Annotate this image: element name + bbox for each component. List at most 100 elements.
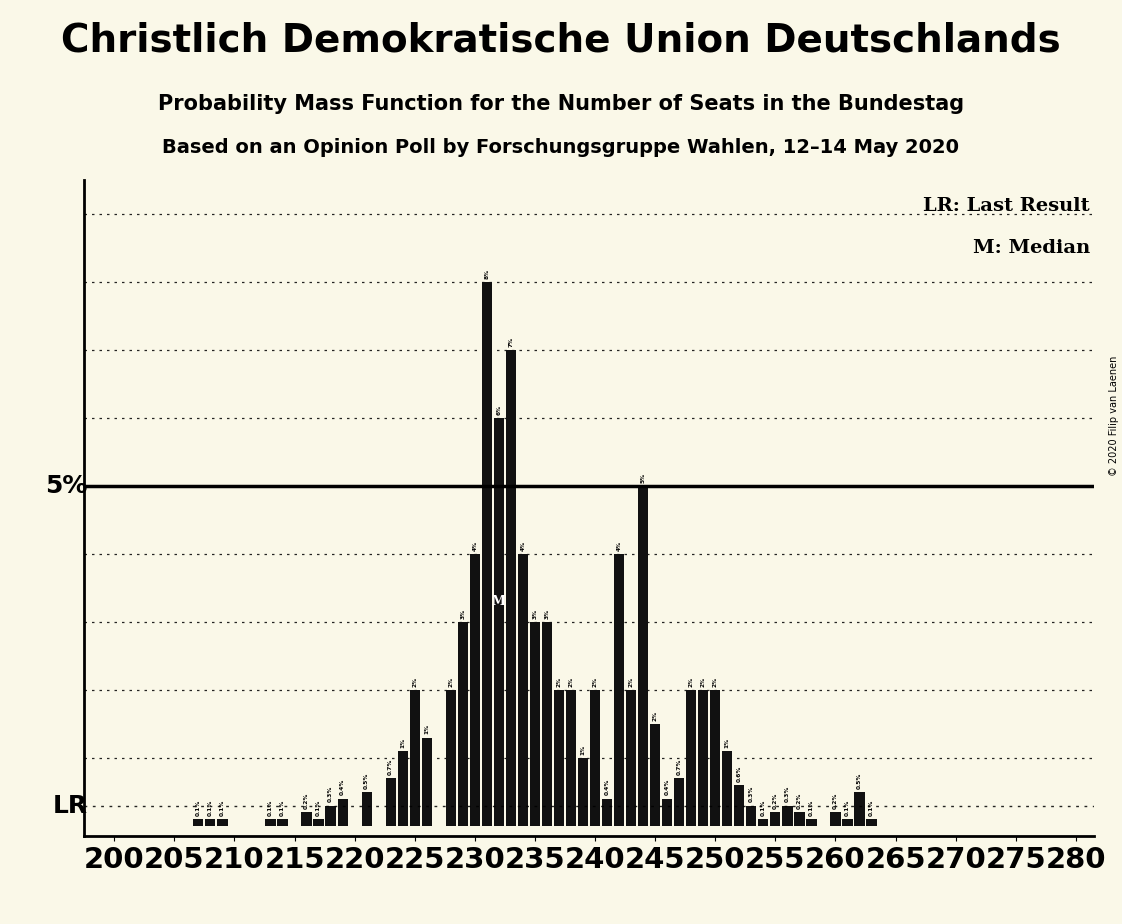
- Text: 2%: 2%: [449, 676, 453, 687]
- Bar: [458, 622, 468, 826]
- Text: M: Median: M: Median: [973, 239, 1089, 257]
- Text: Christlich Demokratische Union Deutschlands: Christlich Demokratische Union Deutschla…: [61, 21, 1061, 59]
- Bar: [614, 554, 624, 826]
- Text: 1%: 1%: [424, 724, 430, 735]
- Text: 0.1%: 0.1%: [870, 799, 874, 816]
- Text: 7%: 7%: [508, 336, 514, 346]
- Text: 0.1%: 0.1%: [761, 799, 766, 816]
- Text: 5%: 5%: [45, 474, 88, 498]
- Text: 6%: 6%: [496, 405, 502, 415]
- Text: 5%: 5%: [641, 472, 645, 482]
- Text: 2%: 2%: [712, 676, 718, 687]
- Bar: [794, 812, 804, 826]
- Text: 0.1%: 0.1%: [316, 799, 321, 816]
- Bar: [302, 812, 312, 826]
- Bar: [866, 820, 876, 826]
- Text: 4%: 4%: [472, 541, 477, 551]
- Text: 0.1%: 0.1%: [196, 799, 201, 816]
- Bar: [807, 820, 817, 826]
- Bar: [698, 690, 708, 826]
- Text: 4%: 4%: [521, 541, 525, 551]
- Bar: [338, 799, 348, 826]
- Bar: [638, 486, 649, 826]
- Bar: [710, 690, 720, 826]
- Text: 3%: 3%: [544, 609, 550, 619]
- Text: 2%: 2%: [557, 676, 561, 687]
- Bar: [650, 724, 660, 826]
- Bar: [855, 792, 865, 826]
- Bar: [313, 820, 323, 826]
- Text: 0.3%: 0.3%: [748, 785, 754, 802]
- Bar: [445, 690, 456, 826]
- Bar: [386, 778, 396, 826]
- Bar: [422, 737, 432, 826]
- Bar: [218, 820, 228, 826]
- Bar: [565, 690, 576, 826]
- Bar: [830, 812, 840, 826]
- Bar: [662, 799, 672, 826]
- Text: 0.4%: 0.4%: [664, 779, 670, 796]
- Text: 1%: 1%: [725, 737, 729, 748]
- Text: 0.3%: 0.3%: [328, 785, 333, 802]
- Bar: [530, 622, 540, 826]
- Bar: [590, 690, 600, 826]
- Bar: [266, 820, 276, 826]
- Bar: [723, 751, 733, 826]
- Bar: [205, 820, 215, 826]
- Text: 0.7%: 0.7%: [677, 759, 682, 775]
- Text: 0.1%: 0.1%: [280, 799, 285, 816]
- Text: 1%: 1%: [401, 737, 405, 748]
- Text: 0.2%: 0.2%: [773, 793, 778, 809]
- Text: 0.1%: 0.1%: [845, 799, 850, 816]
- Text: 0.1%: 0.1%: [268, 799, 273, 816]
- Text: 0.4%: 0.4%: [605, 779, 609, 796]
- Bar: [843, 820, 853, 826]
- Text: M: M: [493, 595, 506, 608]
- Text: 0.7%: 0.7%: [388, 759, 393, 775]
- Bar: [603, 799, 613, 826]
- Text: 3%: 3%: [533, 609, 537, 619]
- Bar: [470, 554, 480, 826]
- Text: 1%: 1%: [580, 745, 586, 755]
- Text: 0.1%: 0.1%: [809, 799, 813, 816]
- Bar: [578, 758, 588, 826]
- Text: LR: LR: [53, 794, 88, 818]
- Bar: [554, 690, 564, 826]
- Text: 2%: 2%: [653, 711, 657, 721]
- Text: 0.6%: 0.6%: [737, 765, 742, 782]
- Bar: [771, 812, 781, 826]
- Text: 0.2%: 0.2%: [797, 793, 802, 809]
- Text: 8%: 8%: [485, 269, 489, 279]
- Text: 0.2%: 0.2%: [304, 793, 309, 809]
- Text: 2%: 2%: [689, 676, 693, 687]
- Text: 2%: 2%: [412, 676, 417, 687]
- Bar: [626, 690, 636, 826]
- Text: 0.4%: 0.4%: [340, 779, 346, 796]
- Text: LR: Last Result: LR: Last Result: [923, 197, 1089, 214]
- Bar: [397, 751, 407, 826]
- Bar: [518, 554, 528, 826]
- Text: © 2020 Filip van Laenen: © 2020 Filip van Laenen: [1110, 356, 1119, 476]
- Text: 3%: 3%: [460, 609, 466, 619]
- Text: 0.1%: 0.1%: [220, 799, 224, 816]
- Text: Based on an Opinion Poll by Forschungsgruppe Wahlen, 12–14 May 2020: Based on an Opinion Poll by Forschungsgr…: [163, 138, 959, 157]
- Bar: [325, 806, 335, 826]
- Bar: [361, 792, 371, 826]
- Bar: [746, 806, 756, 826]
- Bar: [542, 622, 552, 826]
- Text: 2%: 2%: [592, 676, 598, 687]
- Bar: [734, 785, 744, 826]
- Text: Probability Mass Function for the Number of Seats in the Bundestag: Probability Mass Function for the Number…: [158, 94, 964, 115]
- Text: 0.1%: 0.1%: [208, 799, 213, 816]
- Bar: [193, 820, 203, 826]
- Bar: [506, 350, 516, 826]
- Text: 2%: 2%: [628, 676, 634, 687]
- Bar: [410, 690, 420, 826]
- Bar: [481, 282, 491, 826]
- Bar: [687, 690, 697, 826]
- Text: 0.3%: 0.3%: [785, 785, 790, 802]
- Bar: [782, 806, 792, 826]
- Text: 2%: 2%: [701, 676, 706, 687]
- Bar: [758, 820, 769, 826]
- Text: 0.5%: 0.5%: [365, 772, 369, 788]
